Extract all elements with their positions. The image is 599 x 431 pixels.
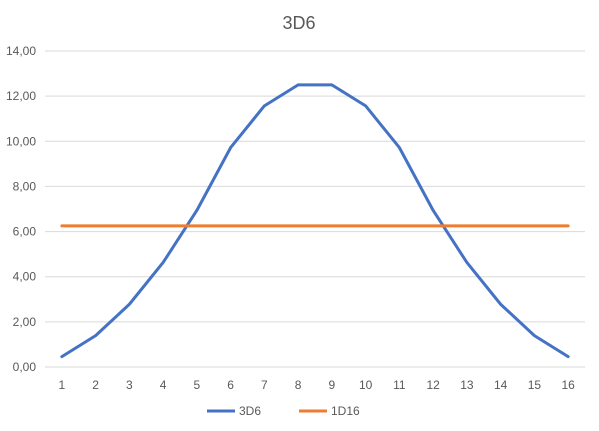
x-tick-label: 6 (227, 378, 234, 392)
x-tick-label: 8 (295, 378, 302, 392)
x-axis-ticks: 1 2 3 4 5 6 7 8 9 10 11 12 13 14 15 16 (59, 378, 576, 392)
x-tick-label: 16 (561, 378, 575, 392)
y-axis-ticks: 0,00 2,00 4,00 6,00 8,00 10,00 12,00 14,00 (6, 44, 36, 374)
series-lines (60, 83, 570, 359)
y-tick-label: 2,00 (13, 315, 37, 329)
x-tick-label: 5 (194, 378, 201, 392)
chart-title: 3D6 (282, 13, 315, 33)
x-tick-label: 3 (126, 378, 133, 392)
series-line-3d6 (60, 83, 570, 359)
y-tick-label: 0,00 (13, 360, 37, 374)
x-tick-label: 9 (329, 378, 336, 392)
x-tick-label: 15 (528, 378, 542, 392)
y-tick-label: 12,00 (6, 89, 36, 103)
y-tick-label: 6,00 (13, 225, 37, 239)
legend: 3D6 1D16 (207, 404, 360, 418)
x-tick-label: 10 (359, 378, 373, 392)
y-tick-label: 14,00 (6, 44, 36, 58)
y-tick-label: 8,00 (13, 179, 37, 193)
x-tick-label: 14 (494, 378, 508, 392)
legend-label: 1D16 (331, 404, 360, 418)
x-tick-label: 12 (426, 378, 440, 392)
legend-label: 3D6 (239, 404, 261, 418)
x-tick-label: 11 (393, 378, 406, 392)
x-tick-label: 4 (160, 378, 167, 392)
x-tick-label: 2 (92, 378, 99, 392)
x-tick-label: 1 (59, 378, 66, 392)
x-tick-label: 13 (460, 378, 474, 392)
gridlines (45, 50, 585, 368)
y-tick-label: 4,00 (13, 270, 37, 284)
y-tick-label: 10,00 (6, 134, 36, 148)
x-tick-label: 7 (261, 378, 268, 392)
